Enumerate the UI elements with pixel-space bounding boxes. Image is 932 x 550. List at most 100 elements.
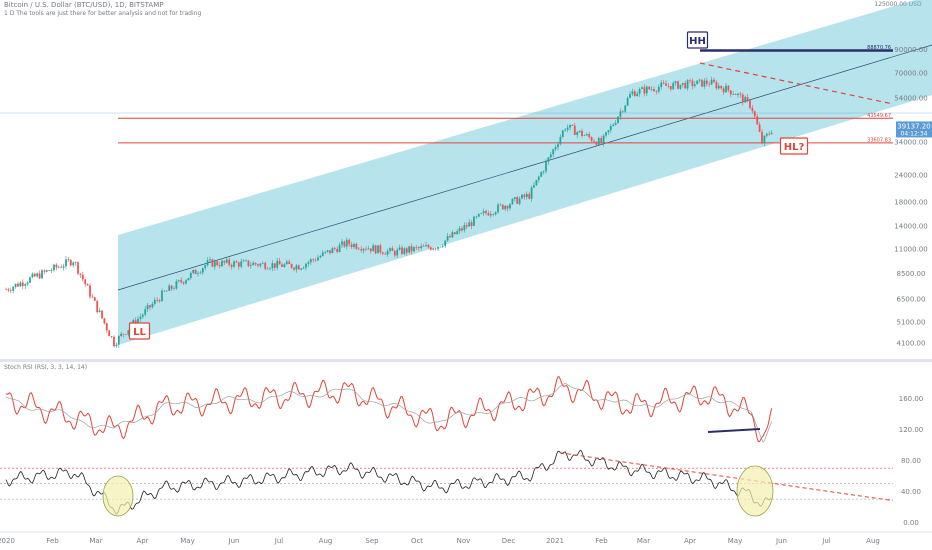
- pane-divider[interactable]: [0, 359, 932, 362]
- candle: [590, 136, 593, 143]
- candle: [444, 240, 447, 248]
- candle-body: [710, 79, 713, 85]
- candle: [545, 159, 547, 174]
- candle-body: [693, 84, 696, 86]
- annotation-hl[interactable]: HL?: [779, 137, 809, 155]
- candle-body: [439, 246, 442, 248]
- candle: [648, 85, 651, 91]
- annotation-box[interactable]: [779, 137, 809, 155]
- candle: [67, 257, 70, 262]
- candle: [681, 82, 684, 88]
- candle-body: [660, 82, 663, 88]
- candle-body: [432, 248, 435, 250]
- candle: [345, 237, 348, 250]
- candle: [50, 268, 53, 274]
- candle-body: [211, 259, 214, 267]
- candle: [257, 263, 259, 268]
- trend-lines[interactable]: [699, 62, 894, 105]
- candle-body: [674, 81, 677, 84]
- candle-body: [194, 269, 197, 275]
- annotation-ll[interactable]: LL: [128, 322, 151, 340]
- candle-body: [189, 272, 192, 278]
- candle-body: [257, 264, 259, 266]
- current-price-badge[interactable]: [896, 121, 932, 138]
- candle: [285, 259, 288, 265]
- candle: [413, 246, 415, 253]
- price-downtrend-line[interactable]: [699, 62, 894, 105]
- candle-body: [600, 138, 603, 144]
- candle: [410, 243, 413, 255]
- candle-body: [86, 284, 89, 286]
- candle-body: [602, 135, 605, 144]
- candle-body: [379, 245, 382, 253]
- price-tick-9: 6500.00: [897, 296, 926, 304]
- oscillator-axis[interactable]: 160.00 120.00 80.00 40.00 0.00: [899, 395, 924, 527]
- candle: [477, 213, 480, 218]
- candle-body: [367, 248, 370, 250]
- candle: [81, 271, 84, 282]
- candle-body: [36, 273, 39, 277]
- candle: [713, 77, 715, 83]
- annotation-box[interactable]: [686, 31, 709, 49]
- candle-body: [249, 265, 252, 267]
- candle-body: [689, 80, 691, 81]
- price-axis[interactable]: 90000.00 70000.00 54000.00 34000.00 24000.00…: [894, 46, 932, 347]
- annotations[interactable]: HH HL? LL: [128, 31, 809, 340]
- candle: [14, 283, 17, 289]
- candle: [605, 131, 607, 138]
- candle-body: [717, 85, 720, 89]
- candle: [501, 204, 504, 210]
- candle: [389, 247, 391, 254]
- candle-body: [252, 262, 255, 266]
- candle: [619, 108, 622, 121]
- candle: [686, 78, 689, 91]
- candle-body: [569, 124, 571, 128]
- candle: [331, 247, 334, 254]
- time-tick-12: 2021: [546, 537, 564, 545]
- candle: [45, 269, 48, 273]
- candle: [633, 89, 636, 97]
- candle: [273, 263, 276, 271]
- candle: [482, 208, 485, 216]
- candle: [403, 247, 406, 256]
- candle: [365, 246, 367, 252]
- candle-body: [206, 260, 209, 266]
- candle-body: [134, 320, 137, 325]
- candle-body: [482, 211, 485, 214]
- candle: [722, 86, 725, 96]
- candle-body: [468, 222, 471, 227]
- candle: [264, 261, 267, 271]
- candle: [449, 234, 451, 238]
- candle: [177, 279, 180, 283]
- osc-red-line: [5, 376, 773, 443]
- candle: [703, 78, 706, 89]
- annotation-box[interactable]: [128, 322, 151, 340]
- candle-body: [614, 122, 617, 125]
- candle: [24, 282, 27, 290]
- candle-body: [403, 248, 406, 254]
- candle: [326, 250, 329, 254]
- candle: [194, 268, 197, 275]
- candle: [26, 281, 29, 287]
- candle-body: [295, 265, 298, 270]
- time-tick-18: Jul: [821, 537, 831, 545]
- candle-body: [561, 130, 564, 137]
- candle-body: [542, 171, 545, 173]
- candle: [338, 242, 341, 253]
- candle-body: [216, 261, 219, 266]
- candle-body: [230, 264, 233, 267]
- candle-body: [7, 289, 10, 291]
- osc-tick-3: 40.00: [901, 488, 921, 496]
- candle: [518, 196, 521, 206]
- candle: [420, 243, 423, 251]
- candle: [441, 243, 444, 248]
- candle-body: [67, 259, 70, 261]
- candle-body: [590, 137, 593, 141]
- annotation-hh[interactable]: HH: [686, 31, 709, 49]
- candle: [288, 259, 291, 265]
- time-axis[interactable]: 2020 Feb Mar Apr May Jun Jul Aug Sep Oct Nov Dec 202…: [0, 537, 880, 545]
- candle: [259, 262, 262, 268]
- candle-body: [410, 246, 413, 252]
- time-tick-3: Apr: [136, 537, 148, 545]
